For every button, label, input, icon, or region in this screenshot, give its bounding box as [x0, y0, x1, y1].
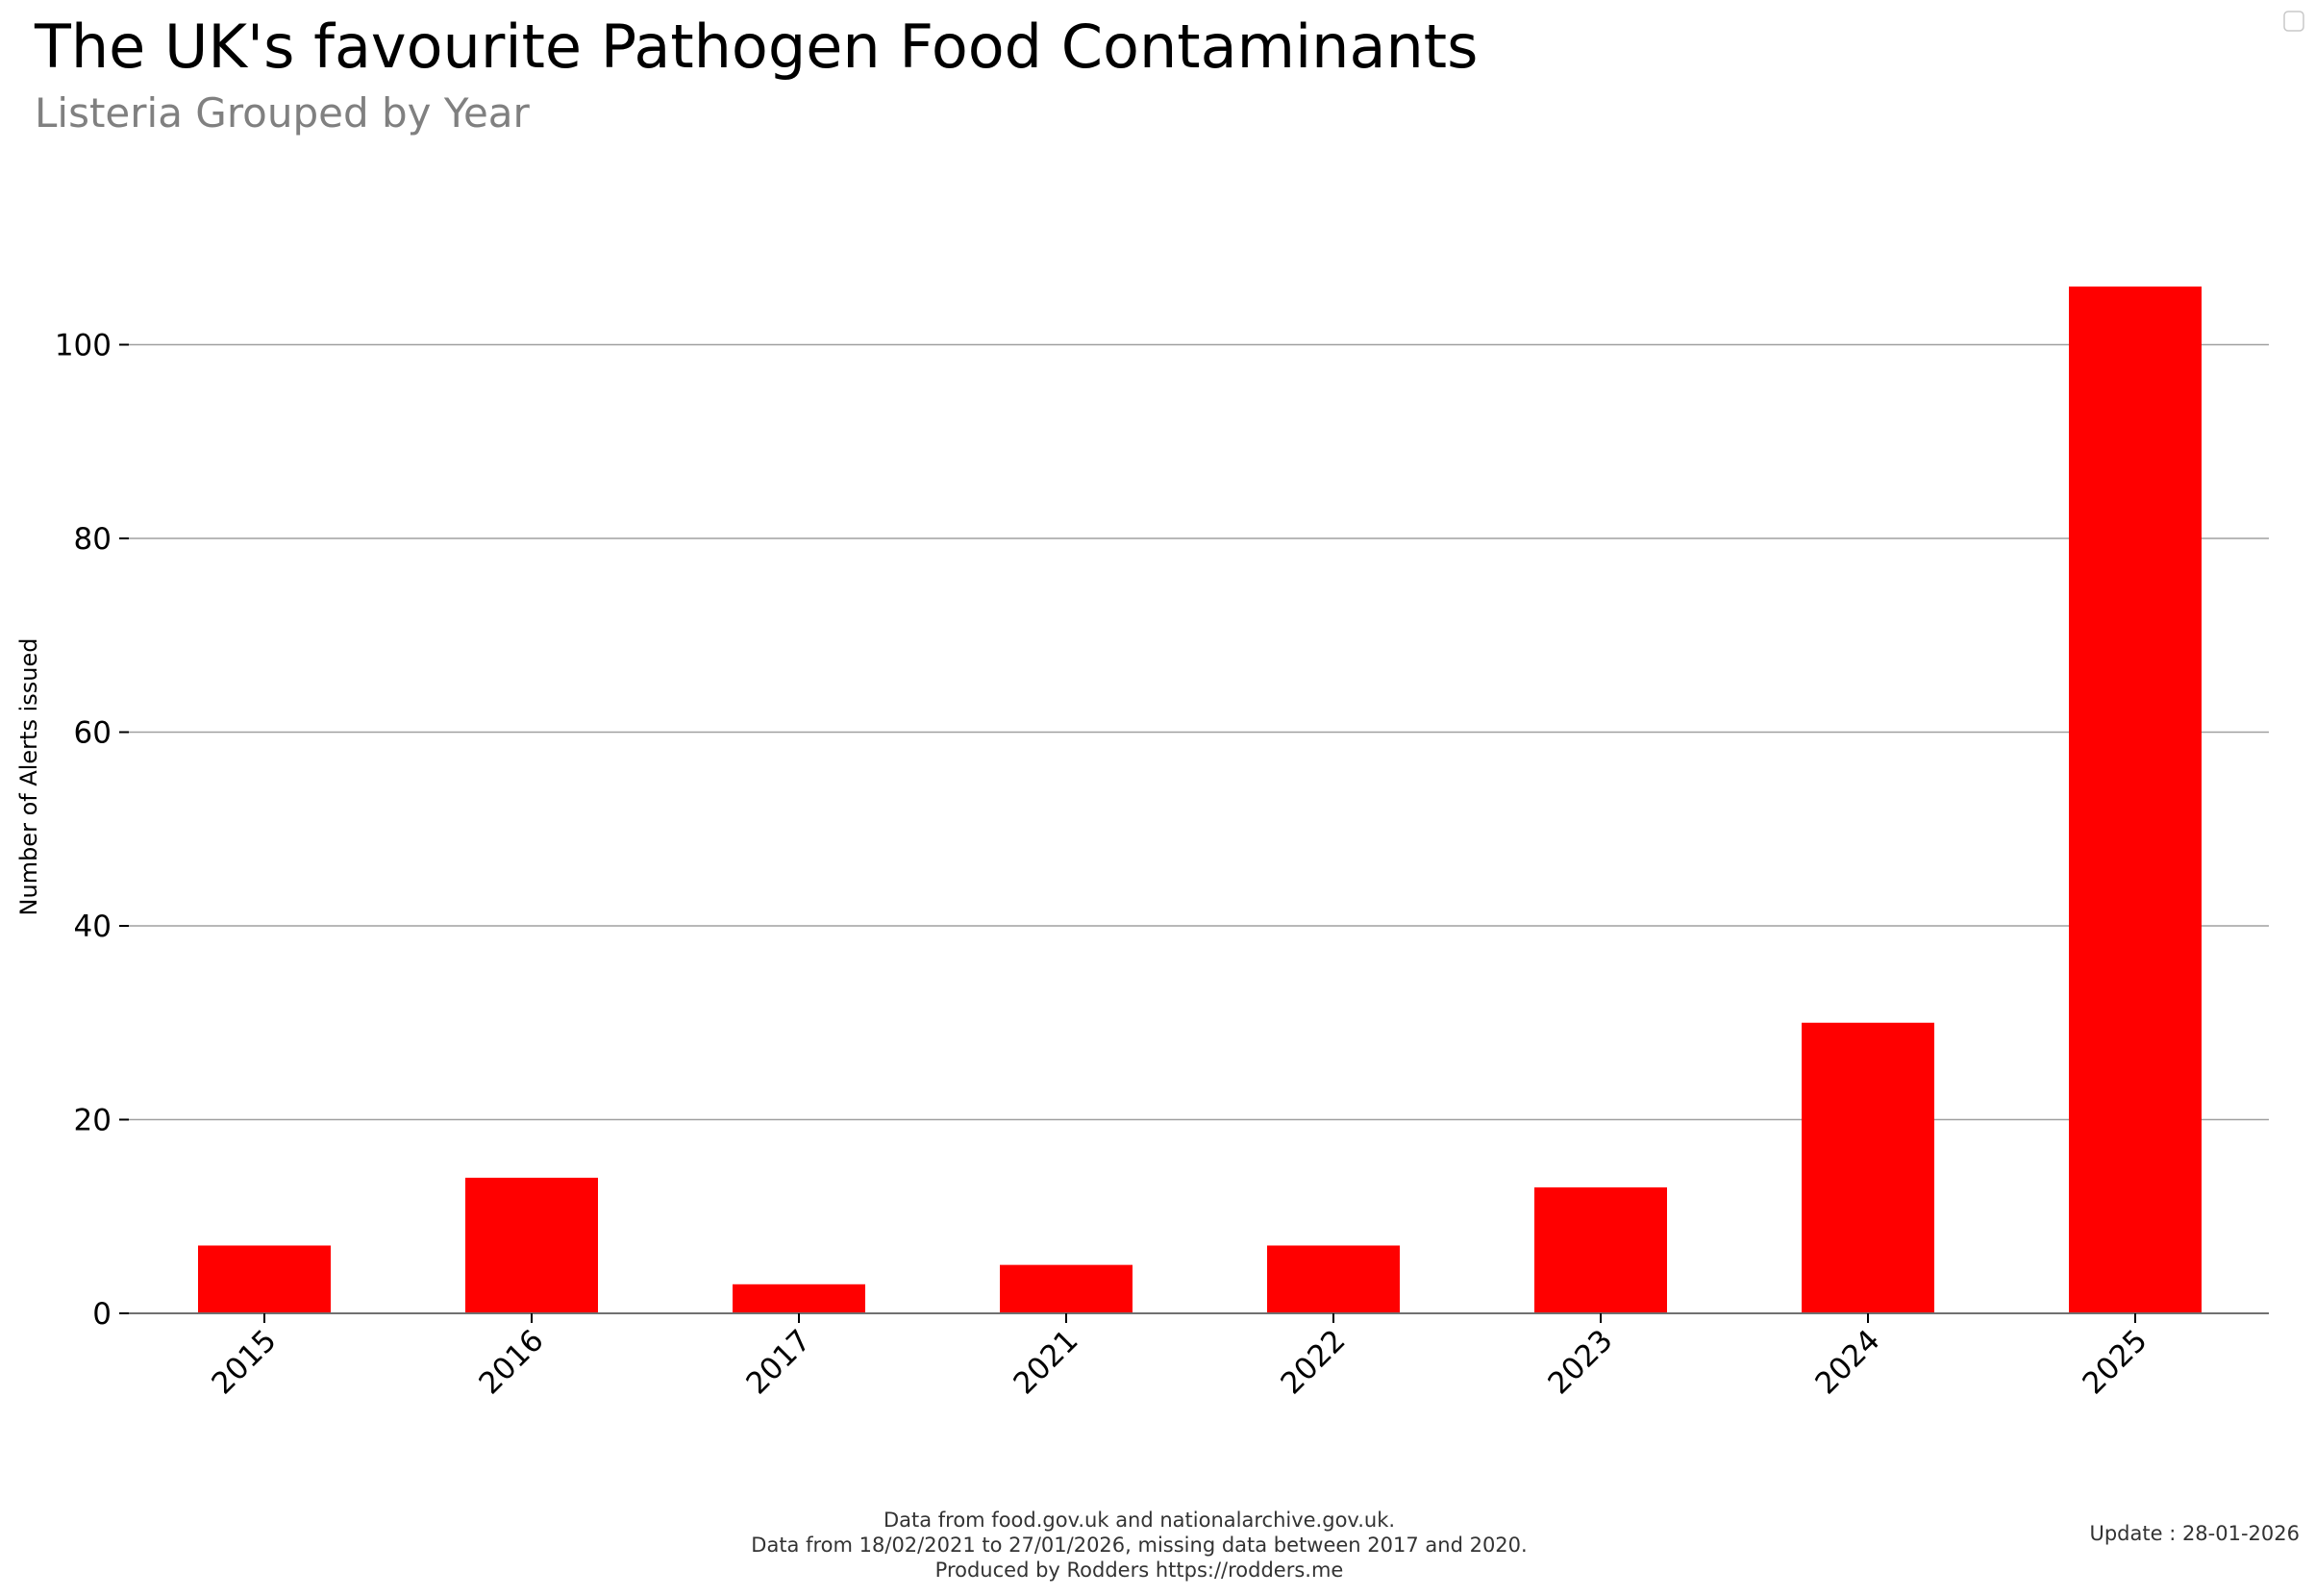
x-tick-label-2021: 2021: [1007, 1323, 1084, 1401]
x-tick-labels: 2015 2016 2017 2021 2022 2023 2024 2025: [205, 1313, 2154, 1401]
y-tick-label: 60: [74, 716, 112, 751]
footer-date-range: Data from 18/02/2021 to 27/01/2026, miss…: [751, 1534, 1527, 1557]
bar-2021: [1000, 1264, 1133, 1313]
bars: [198, 287, 2202, 1313]
bar-2025: [2069, 287, 2202, 1313]
x-tick-label-2023: 2023: [1541, 1323, 1619, 1401]
footer-credit: Produced by Rodders https://rodders.me: [935, 1559, 1344, 1582]
x-tick-label-2017: 2017: [739, 1323, 817, 1401]
footer-source: Data from food.gov.uk and nationalarchiv…: [884, 1509, 1395, 1532]
y-tick-labels: 0 20 40 60 80 100: [55, 329, 129, 1332]
chart-title: The UK's favourite Pathogen Food Contami…: [34, 12, 1478, 82]
x-tick-label-2025: 2025: [2076, 1323, 2153, 1401]
x-tick-label-2015: 2015: [205, 1323, 283, 1401]
x-tick-label-2024: 2024: [1808, 1323, 1886, 1401]
y-axis-label: Number of Alerts issued: [15, 638, 42, 916]
x-tick-label-2022: 2022: [1274, 1323, 1352, 1401]
y-tick-label: 80: [74, 522, 112, 557]
bar-2015: [198, 1245, 331, 1313]
y-tick-label: 40: [74, 910, 112, 944]
bar-2016: [465, 1177, 598, 1313]
y-tick-label: 20: [74, 1104, 112, 1138]
bar-2024: [1802, 1022, 1934, 1313]
x-tick-label-2016: 2016: [472, 1323, 550, 1401]
y-gridlines: [129, 343, 2269, 1121]
y-tick-label: 0: [92, 1297, 112, 1332]
legend-box: [2283, 11, 2304, 32]
update-date: Update : 28-01-2026: [2089, 1522, 2300, 1545]
bar-2022: [1267, 1245, 1400, 1313]
bar-2023: [1534, 1187, 1667, 1313]
y-tick-label: 100: [55, 329, 112, 363]
chart-subtitle: Listeria Grouped by Year: [35, 89, 531, 137]
bar-2017: [733, 1284, 865, 1313]
